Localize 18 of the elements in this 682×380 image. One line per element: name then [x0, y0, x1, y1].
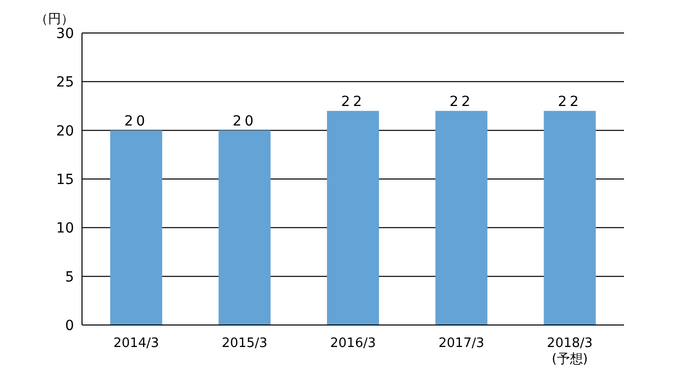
x-tick-label: 2016/3 [330, 336, 376, 351]
x-tick-label: 2018/3 (予想) [546, 336, 593, 367]
y-tick-label: 30 [56, 26, 74, 42]
y-tick-label: 10 [56, 220, 74, 237]
y-tick-label: 20 [56, 123, 74, 140]
y-tick-label: 25 [56, 74, 74, 91]
data-label: 20 [124, 113, 148, 130]
data-label: 22 [558, 94, 582, 110]
data-label: 22 [341, 94, 365, 110]
y-axis-title: （円） [35, 12, 74, 27]
y-tick-label: 5 [65, 269, 74, 286]
data-label: 22 [449, 94, 474, 110]
data-label: 20 [232, 113, 256, 130]
x-tick-label: 2014/3 [113, 336, 160, 351]
x-tick-label: 2015/3 [222, 336, 268, 351]
y-tick-label: 15 [56, 172, 74, 188]
y-tick-label: 0 [65, 318, 74, 334]
x-tick-label: 2017/3 [438, 336, 484, 351]
